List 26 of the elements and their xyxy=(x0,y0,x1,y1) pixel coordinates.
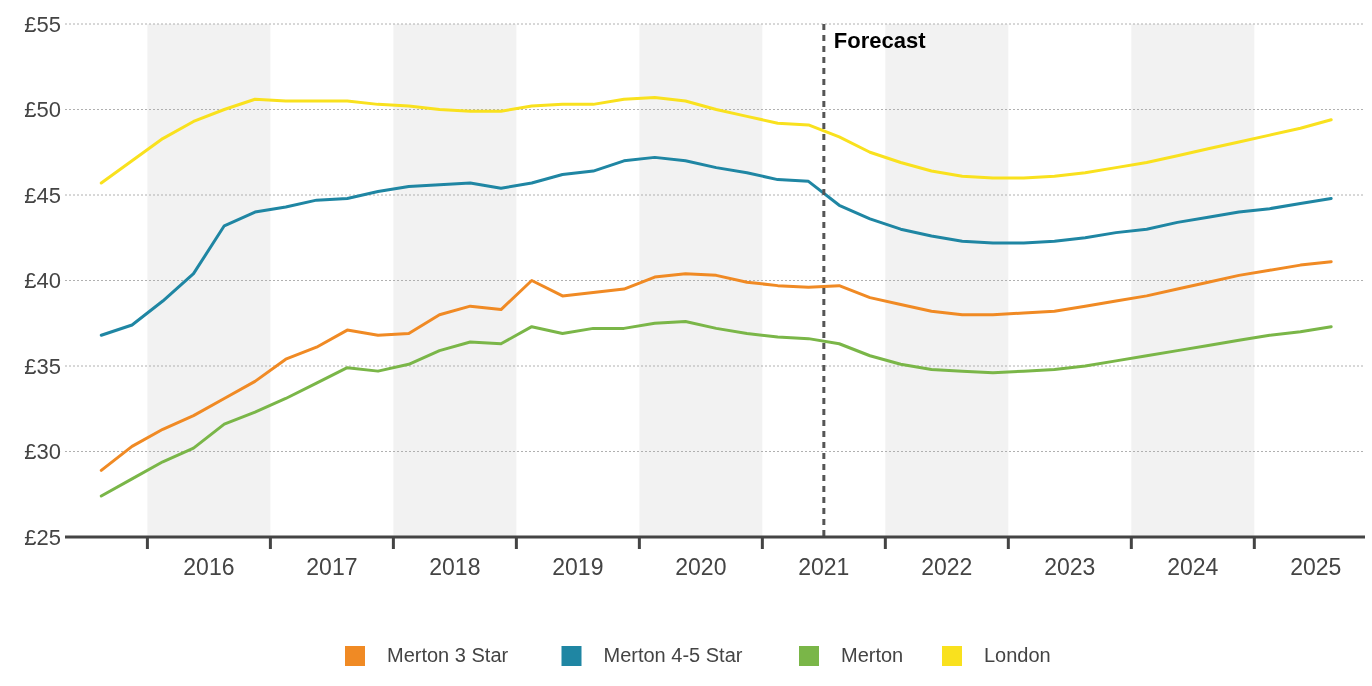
ref-line-label: Forecast xyxy=(833,28,927,53)
legend-label: Merton 3 Star xyxy=(387,644,509,666)
x-tick-label: 2019 xyxy=(552,554,604,580)
x-tick-label: 2020 xyxy=(675,554,727,580)
y-tick-label: £55 xyxy=(24,11,61,37)
x-tick-label: 2024 xyxy=(1167,554,1219,580)
y-tick-label: £35 xyxy=(24,353,61,379)
line-series xyxy=(99,155,1333,337)
legend-label: Merton xyxy=(841,644,904,666)
y-tick-label: £25 xyxy=(24,524,61,550)
line-series xyxy=(99,260,1333,472)
x-tick-label: 2016 xyxy=(183,554,235,580)
legend-label: London xyxy=(984,644,1051,666)
y-tick-label: £40 xyxy=(24,268,61,294)
y-tick-label: £45 xyxy=(24,182,61,208)
x-tick-label: 2021 xyxy=(798,554,850,580)
x-tick-label: 2018 xyxy=(429,554,481,580)
line-series xyxy=(99,320,1333,498)
line-series xyxy=(99,96,1333,185)
x-tick-label: 2025 xyxy=(1290,554,1342,580)
y-tick-label: £30 xyxy=(24,439,61,465)
x-tick-label: 2017 xyxy=(306,554,358,580)
x-tick-label: 2023 xyxy=(1044,554,1096,580)
y-tick-label: £50 xyxy=(24,97,61,123)
legend-label: Merton 4-5 Star xyxy=(603,644,743,666)
x-tick-label: 2022 xyxy=(921,554,973,580)
